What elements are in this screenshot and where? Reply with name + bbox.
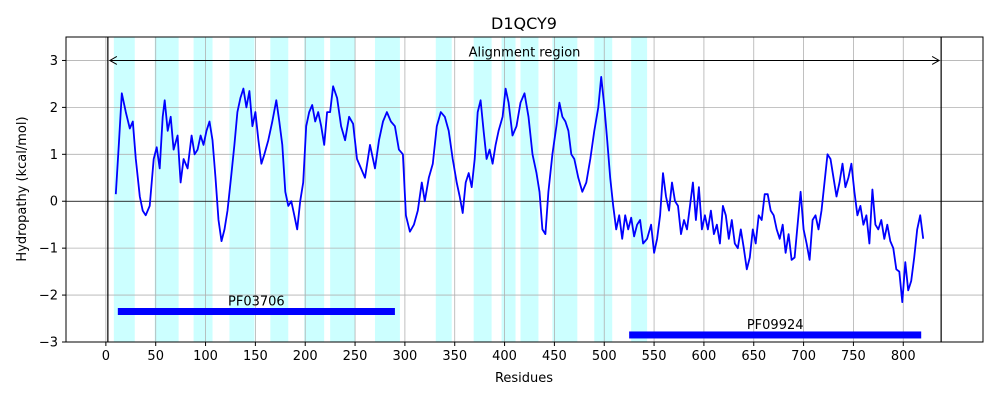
hydrophobic-band-4 <box>270 37 289 342</box>
hydrophobic-band-12 <box>552 37 578 342</box>
x-tick-label-1: 50 <box>147 349 164 364</box>
y-tick-label-0: −3 <box>39 336 58 351</box>
y-tick-label-1: −2 <box>39 289 58 304</box>
y-tick-label-3: 0 <box>50 195 58 210</box>
x-tick-label-7: 350 <box>442 349 467 364</box>
hydrophobic-band-6 <box>330 37 356 342</box>
x-tick-label-5: 250 <box>343 349 368 364</box>
alignment-arrow-left-head <box>108 56 118 65</box>
x-tick-label-10: 500 <box>592 349 617 364</box>
x-tick-label-9: 450 <box>542 349 567 364</box>
hydrophobic-bands <box>113 37 648 342</box>
alignment-region-label: Alignment region <box>469 45 581 60</box>
domain-bar-PF09924 <box>629 331 922 339</box>
x-tick-label-3: 150 <box>243 349 268 364</box>
alignment-arrow-right-head <box>931 56 941 65</box>
domain-bar-PF03706 <box>117 308 395 315</box>
hydrophobic-band-11 <box>520 37 539 342</box>
domain-label-PF09924: PF09924 <box>747 318 804 333</box>
hydrophobic-band-3 <box>229 37 255 342</box>
x-tick-label-2: 100 <box>193 349 218 364</box>
hydrophobic-band-14 <box>631 37 648 342</box>
x-tick-label-8: 400 <box>492 349 517 364</box>
x-tick-label-4: 200 <box>293 349 318 364</box>
x-tick-label-11: 550 <box>642 349 667 364</box>
hydrophobic-band-5 <box>304 37 325 342</box>
hydrophobic-band-13 <box>594 37 613 342</box>
plot-frame <box>65 36 984 343</box>
domain-label-PF03706: PF03706 <box>228 295 285 310</box>
hydrophobic-band-2 <box>193 37 213 342</box>
x-tick-label-6: 300 <box>392 349 417 364</box>
domain-bars: PF03706 PF09924 <box>117 295 922 339</box>
x-tick-label-15: 750 <box>841 349 866 364</box>
x-tick-label-13: 650 <box>741 349 766 364</box>
x-tick-label-14: 700 <box>791 349 816 364</box>
hydrophobic-band-7 <box>374 37 400 342</box>
hydrophobic-band-9 <box>473 37 492 342</box>
x-axis-ticks: 0 50 100 150 200 250 300 350 400 450 500 550 600 650 7… <box>102 342 916 364</box>
x-tick-label-0: 0 <box>102 349 110 364</box>
alignment-region-arrow <box>108 56 941 65</box>
hydropathy-series-line <box>114 76 925 303</box>
hydrophobic-band-10 <box>501 37 516 342</box>
y-tick-label-5: 2 <box>50 101 58 116</box>
y-axis-title: Hydropathy (kcal/mol) <box>15 116 30 261</box>
x-tick-label-12: 600 <box>691 349 716 364</box>
y-tick-label-6: 3 <box>50 54 58 69</box>
chart-title: D1QCY9 <box>491 14 557 33</box>
y-tick-label-4: 1 <box>50 148 58 163</box>
x-axis-title: Residues <box>495 371 553 386</box>
x-tick-label-16: 800 <box>891 349 916 364</box>
hydrophobic-band-1 <box>154 37 179 342</box>
alignment-boundaries <box>107 37 942 342</box>
y-axis-ticks: −3 −2 −1 0 1 2 3 <box>39 54 66 351</box>
hydrophobic-band-8 <box>435 37 452 342</box>
y-tick-label-2: −1 <box>39 242 58 257</box>
hydrophobic-band-0 <box>113 37 135 342</box>
